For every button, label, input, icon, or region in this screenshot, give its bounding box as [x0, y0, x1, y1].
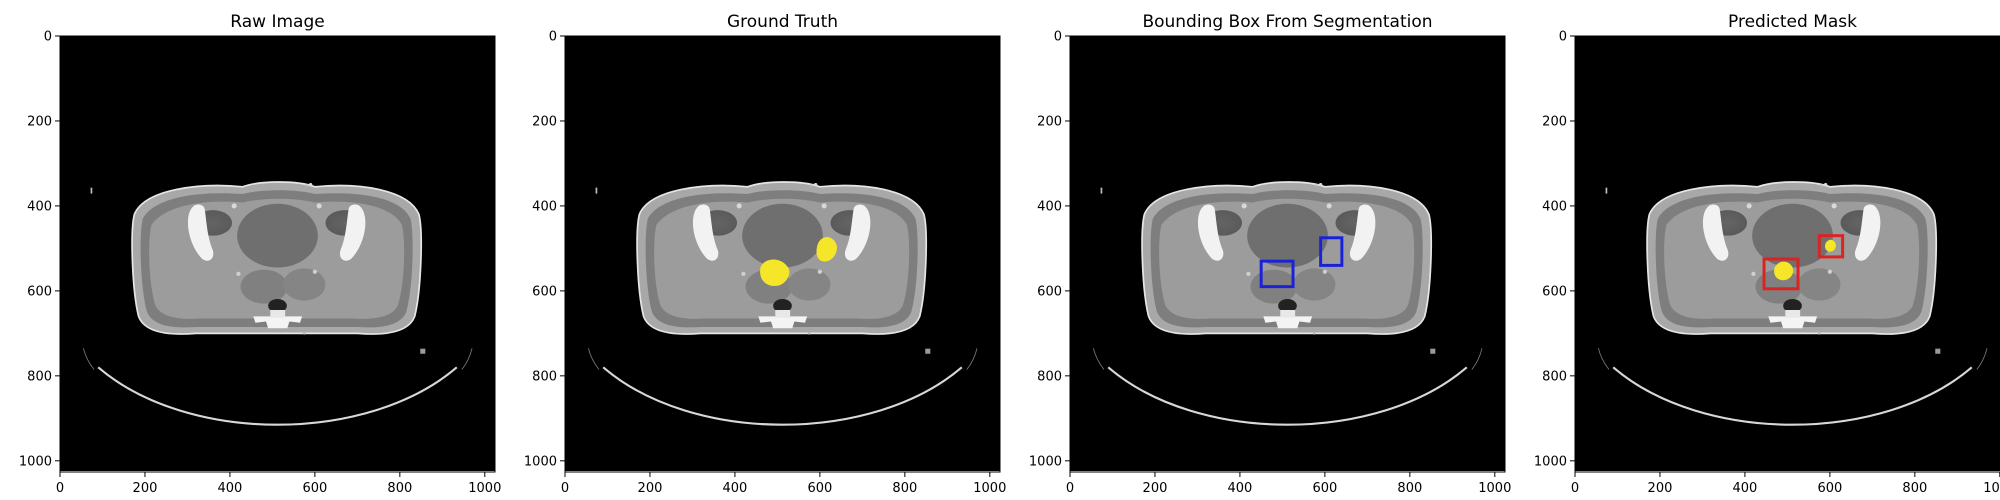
y-tick-label: 400	[532, 199, 557, 214]
y-tick-label: 400	[1037, 199, 1062, 214]
y-tick-label: 0	[549, 30, 557, 45]
panel-2: Ground Truth 0 0 200 200 400 400 600 600 800 800 10…	[524, 12, 1006, 496]
predicted-box-2	[1817, 234, 1845, 259]
ct-image	[565, 36, 1001, 472]
x-tick-label: 1000	[468, 481, 501, 496]
panel-title: Raw Image	[230, 12, 324, 32]
y-tick-label: 800	[532, 369, 557, 384]
axes-frame	[59, 35, 496, 473]
x-tick-label: 800	[1902, 481, 1927, 496]
x-tick-label: 0	[561, 481, 569, 496]
predicted-box-1	[1762, 257, 1800, 291]
y-tick-label: 1000	[19, 454, 52, 469]
bounding-box-1	[1259, 259, 1295, 289]
y-tick-label: 1000	[524, 454, 557, 469]
y-tick-label: 800	[1037, 369, 1062, 384]
x-tick-label: 600	[1312, 481, 1337, 496]
ct-image	[1575, 36, 2000, 472]
y-tick-label: 200	[1542, 114, 1567, 129]
panel-1: Raw Image 0 0 200 200 400 400 600 600 800 800 1000 1…	[19, 12, 501, 496]
panel-title: Bounding Box From Segmentation	[1142, 12, 1432, 32]
y-tick-label: 600	[1542, 284, 1567, 299]
x-tick-label: 200	[133, 481, 158, 496]
axes-frame	[1574, 35, 2000, 473]
x-tick-label: 600	[1817, 481, 1842, 496]
y-tick-label: 1000	[1534, 454, 1567, 469]
axes-frame	[564, 35, 1001, 473]
x-tick-label: 600	[302, 481, 327, 496]
x-tick-label: 400	[1228, 481, 1253, 496]
x-tick-label: 800	[1397, 481, 1422, 496]
x-tick-label: 1000	[1478, 481, 1511, 496]
panel-3: Bounding Box From Segmentation 0 0 200 200 40…	[1029, 12, 1511, 496]
panel-title: Predicted Mask	[1728, 12, 1857, 32]
bounding-box-2	[1319, 236, 1344, 267]
x-tick-label: 200	[1143, 481, 1168, 496]
x-tick-label: 200	[1648, 481, 1673, 496]
x-tick-label: 800	[387, 481, 412, 496]
x-tick-label: 200	[638, 481, 663, 496]
y-tick-label: 400	[1542, 199, 1567, 214]
y-tick-label: 600	[27, 284, 52, 299]
y-tick-label: 1000	[1029, 454, 1062, 469]
x-tick-label: 400	[1733, 481, 1758, 496]
y-tick-label: 800	[27, 369, 52, 384]
y-tick-label: 800	[1542, 369, 1567, 384]
axes-frame	[1069, 35, 1506, 473]
ct-image	[1070, 36, 1506, 472]
panel-4: Predicted Mask 0 0 200 200 400 400 600 600 800 800…	[1534, 12, 2000, 496]
y-tick-label: 200	[532, 114, 557, 129]
y-tick-label: 600	[1037, 284, 1062, 299]
x-tick-label: 0	[1571, 481, 1579, 496]
x-tick-label: 0	[56, 481, 64, 496]
x-tick-label: 400	[723, 481, 748, 496]
x-tick-label: 600	[807, 481, 832, 496]
x-tick-label: 800	[892, 481, 917, 496]
ct-image	[60, 36, 496, 472]
y-tick-label: 200	[27, 114, 52, 129]
x-tick-label: 400	[218, 481, 243, 496]
x-tick-label: 1000	[973, 481, 1006, 496]
y-tick-label: 600	[532, 284, 557, 299]
y-tick-label: 400	[27, 199, 52, 214]
x-tick-label: 1000	[1983, 481, 2000, 496]
y-tick-label: 0	[1054, 30, 1062, 45]
y-tick-label: 0	[1559, 30, 1567, 45]
x-tick-label: 0	[1066, 481, 1074, 496]
panel-title: Ground Truth	[727, 12, 838, 32]
y-tick-label: 200	[1037, 114, 1062, 129]
y-tick-label: 0	[44, 30, 52, 45]
